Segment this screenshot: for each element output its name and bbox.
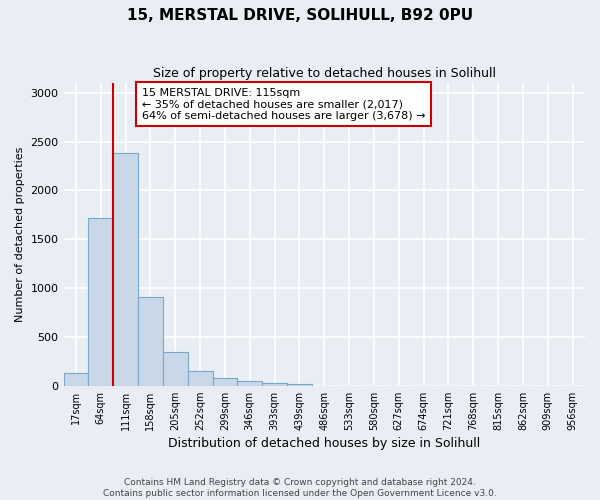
Text: 15, MERSTAL DRIVE, SOLIHULL, B92 0PU: 15, MERSTAL DRIVE, SOLIHULL, B92 0PU — [127, 8, 473, 22]
Bar — [188, 370, 212, 386]
Bar — [138, 297, 163, 386]
Bar — [287, 384, 312, 386]
Text: 15 MERSTAL DRIVE: 115sqm
← 35% of detached houses are smaller (2,017)
64% of sem: 15 MERSTAL DRIVE: 115sqm ← 35% of detach… — [142, 88, 425, 121]
Bar — [113, 154, 138, 386]
Bar — [88, 218, 113, 386]
X-axis label: Distribution of detached houses by size in Solihull: Distribution of detached houses by size … — [168, 437, 481, 450]
Bar — [212, 378, 238, 386]
Bar — [262, 383, 287, 386]
Text: Contains HM Land Registry data © Crown copyright and database right 2024.
Contai: Contains HM Land Registry data © Crown c… — [103, 478, 497, 498]
Title: Size of property relative to detached houses in Solihull: Size of property relative to detached ho… — [153, 68, 496, 80]
Bar — [163, 352, 188, 386]
Bar — [238, 382, 262, 386]
Y-axis label: Number of detached properties: Number of detached properties — [15, 146, 25, 322]
Bar — [64, 374, 88, 386]
